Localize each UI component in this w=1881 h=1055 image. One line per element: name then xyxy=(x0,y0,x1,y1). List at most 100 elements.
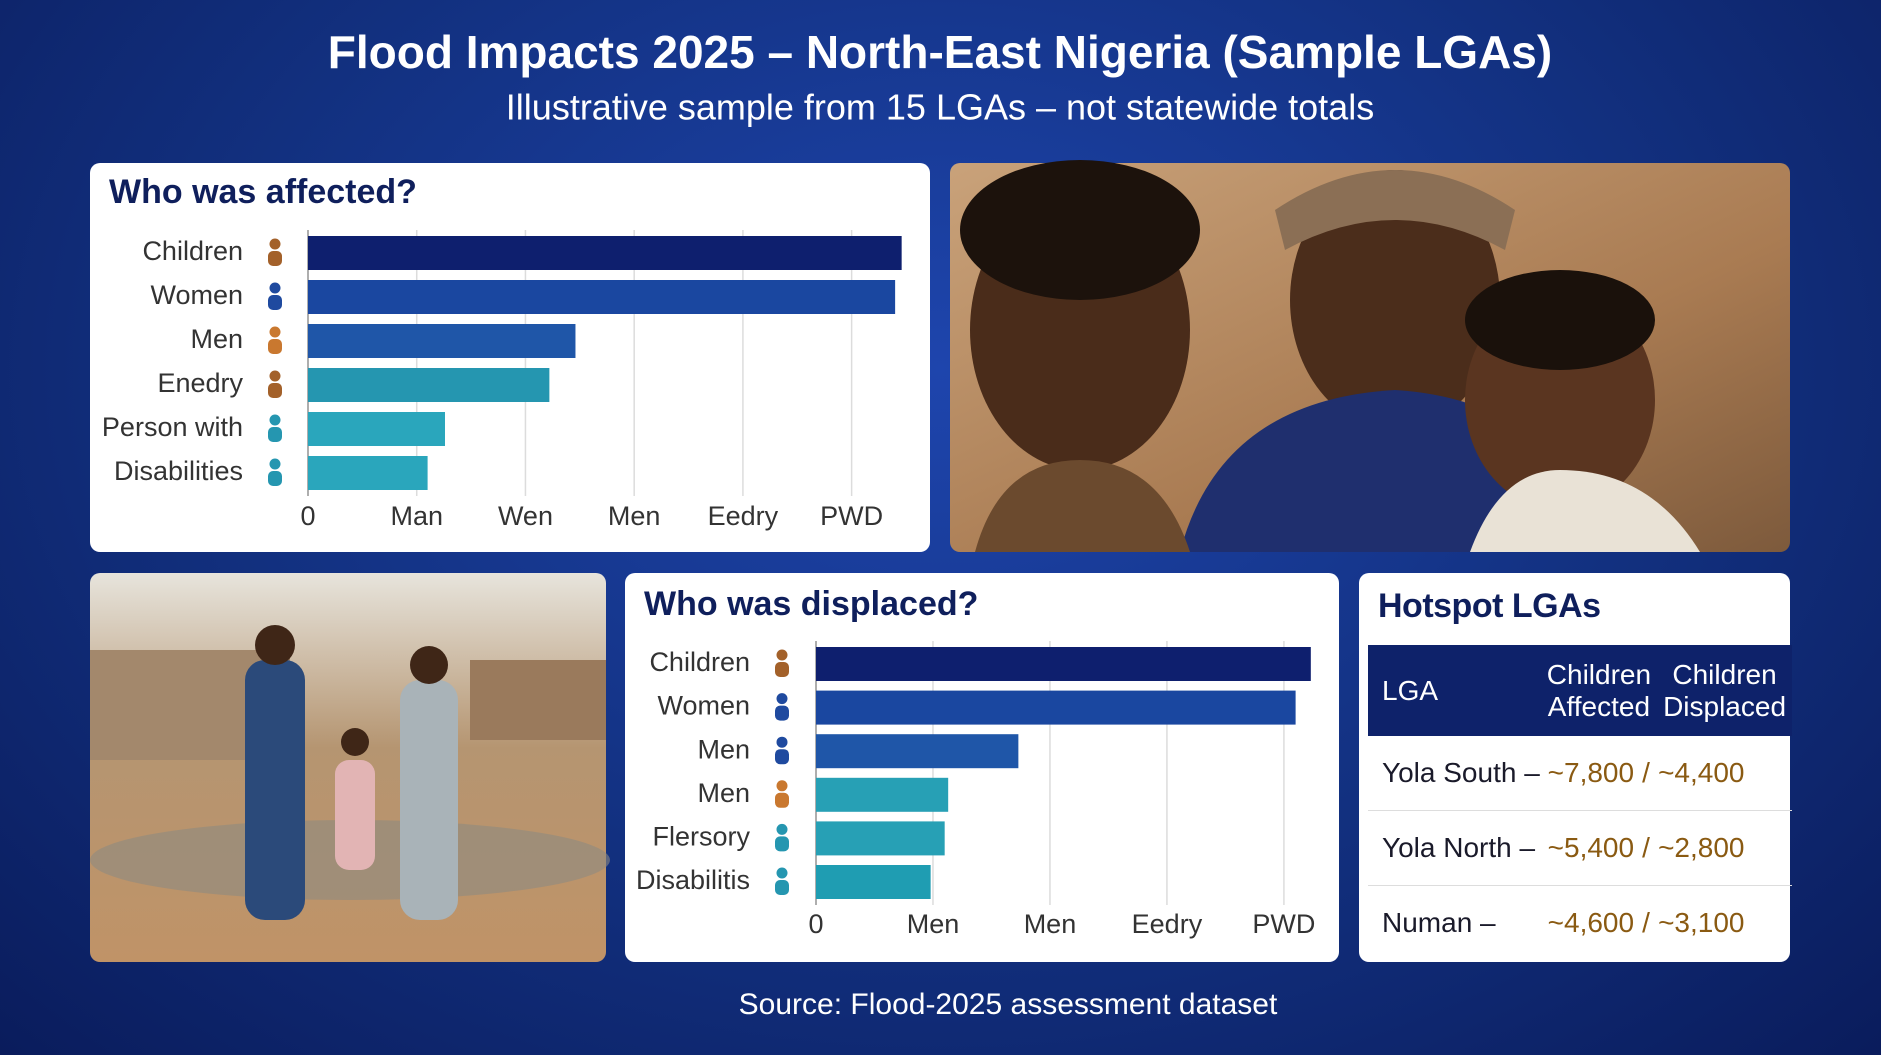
table-row: Yola South – ~7,800/~4,400 xyxy=(1368,736,1793,811)
bar xyxy=(816,690,1296,725)
icon-head xyxy=(269,370,281,382)
category-label: Children xyxy=(142,236,243,266)
table: LGA Children Affected Children Displaced Y… xyxy=(1368,645,1793,961)
icon-head xyxy=(776,693,788,705)
icon-body xyxy=(775,662,789,677)
table-title: Hotspot LGAs xyxy=(1378,587,1601,625)
children-affected: ~4,600 xyxy=(1547,907,1635,938)
column-header: LGA xyxy=(1368,645,1541,736)
icon-body xyxy=(268,295,282,310)
photo xyxy=(950,160,1790,552)
icon-body xyxy=(268,471,282,486)
category-label: Men xyxy=(190,324,243,354)
person-icon xyxy=(268,414,282,442)
category-label: Disabilities xyxy=(114,456,243,486)
page-subtitle: Illustrative sample from 15 LGAs – not s… xyxy=(506,87,1374,128)
icon-body xyxy=(775,705,789,721)
person-icon xyxy=(775,823,789,852)
person-icon xyxy=(775,649,789,677)
category-label: Women xyxy=(150,280,243,310)
icon-head xyxy=(776,780,788,792)
bar xyxy=(308,456,428,490)
person-icon xyxy=(268,238,282,266)
lga-name: Yola North – xyxy=(1368,810,1541,886)
person-icon xyxy=(775,780,789,808)
icon-body xyxy=(268,339,282,354)
column-header: Children Affected xyxy=(1540,645,1658,736)
icon-body xyxy=(775,749,789,765)
children-displaced: ~3,100 xyxy=(1658,907,1745,938)
icon-head xyxy=(269,414,281,426)
person-icon xyxy=(268,326,282,354)
category-label: Disabilitis xyxy=(636,865,750,895)
separator: / xyxy=(1642,907,1650,938)
category-label: Women xyxy=(657,691,750,721)
table-row: Numan – ~4,600/ ~3,100 xyxy=(1368,886,1792,961)
table-header: LGA Children Affected Children Displaced xyxy=(1368,645,1793,736)
lga-name: Numan – xyxy=(1382,907,1496,938)
bar xyxy=(816,865,931,899)
category-label: Men xyxy=(697,734,750,764)
category-label: Men xyxy=(697,778,750,808)
photo xyxy=(90,573,610,962)
table-panel: Hotspot LGAs LGA Children Affected Childre… xyxy=(1359,573,1793,962)
person-icon xyxy=(775,736,789,765)
category-label: Enedry xyxy=(157,368,243,398)
person-icon xyxy=(775,693,789,721)
category-label: Flersory xyxy=(652,822,750,852)
page-title: Flood Impacts 2025 – North-East Nigeria … xyxy=(328,26,1552,78)
table-row: Yola North – ~5,400/~2,800 xyxy=(1368,810,1793,886)
x-tick-label: Men xyxy=(907,909,960,939)
children-displaced: ~4,400 xyxy=(1657,736,1793,811)
icon-head xyxy=(269,458,281,470)
icon-body xyxy=(775,880,789,895)
icon-head xyxy=(776,823,788,835)
person-icon xyxy=(775,867,789,895)
icon-head xyxy=(776,867,788,879)
icon-head xyxy=(776,736,788,748)
chart-title: Who was affected? xyxy=(109,173,417,211)
x-tick-label: Man xyxy=(390,501,443,531)
bar xyxy=(816,734,1019,769)
person-icon xyxy=(268,370,282,398)
children-affected: ~7,800 xyxy=(1540,736,1636,811)
icon-head xyxy=(776,649,788,661)
lga-name: Yola South – xyxy=(1368,736,1541,811)
icon-body xyxy=(775,836,789,852)
icon-head xyxy=(269,326,281,338)
x-tick-label: 0 xyxy=(300,501,315,531)
x-tick-label: Eedry xyxy=(708,501,779,531)
icon-body xyxy=(775,792,789,808)
chart-title: Who was displaced? xyxy=(644,585,978,623)
bar xyxy=(816,777,949,812)
bar xyxy=(816,647,1311,681)
bar xyxy=(308,236,902,270)
icon-body xyxy=(268,383,282,398)
x-tick-label: Men xyxy=(1024,909,1077,939)
bar xyxy=(816,821,945,856)
bar xyxy=(308,412,445,446)
icon-body xyxy=(268,427,282,442)
x-tick-label: PWD xyxy=(1252,909,1315,939)
category-label: Children xyxy=(649,647,750,677)
x-tick-label: Eedry xyxy=(1132,909,1203,939)
icon-head xyxy=(269,282,281,294)
x-tick-label: Men xyxy=(608,501,661,531)
icon-head xyxy=(269,238,281,250)
x-tick-label: 0 xyxy=(808,909,823,939)
bar xyxy=(308,324,576,358)
column-header: Children Displaced xyxy=(1657,645,1793,736)
bar xyxy=(308,280,896,314)
bar xyxy=(308,368,550,402)
separator: / xyxy=(1635,736,1658,811)
separator: / xyxy=(1635,810,1658,886)
source-note: Source: Flood-2025 assessment dataset xyxy=(739,988,1278,1021)
children-displaced: ~2,800 xyxy=(1657,810,1793,886)
person-icon xyxy=(268,458,282,486)
person-icon xyxy=(268,282,282,310)
icon-body xyxy=(268,251,282,266)
x-tick-label: Wen xyxy=(498,501,553,531)
children-affected: ~5,400 xyxy=(1540,810,1636,886)
